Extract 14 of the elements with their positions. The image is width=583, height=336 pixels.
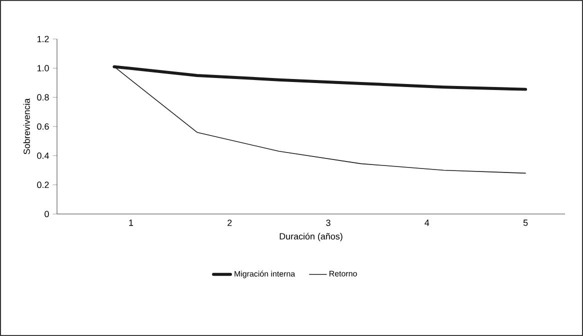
- x-tick-label: 5: [523, 220, 528, 226]
- x-tick-label: 1: [129, 220, 134, 226]
- x-axis-title: Duración (años): [280, 232, 342, 242]
- y-tick-label: 0: [44, 210, 49, 218]
- x-tick-label: 3: [326, 220, 330, 226]
- y-axis-title: Sobrevivencia: [23, 98, 30, 154]
- x-tick-label: 4: [424, 220, 430, 226]
- y-tick-label: 1.0: [37, 64, 49, 72]
- y-tick-label: 0.4: [37, 152, 49, 159]
- y-tick-label: 0.6: [37, 123, 49, 130]
- y-tick-label: 0.2: [37, 182, 49, 188]
- y-tick-label: 1.2: [37, 36, 49, 42]
- y-tick-label: 0.8: [37, 94, 49, 101]
- x-tick-label: 2: [228, 220, 232, 226]
